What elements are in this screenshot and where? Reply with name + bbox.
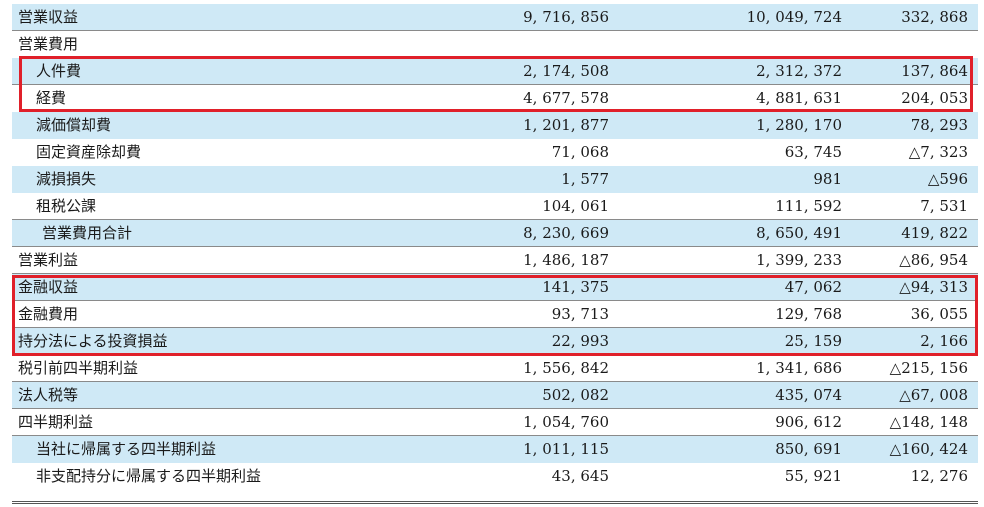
table-row: 固定資産除却費 71, 068 63, 745 △7, 323 [12, 139, 978, 166]
value-col1: 71, 068 [551, 143, 609, 161]
value-col3: △86, 954 [899, 251, 968, 269]
value-col2: 63, 745 [784, 143, 842, 161]
row-label: 減価償却費 [36, 116, 112, 134]
value-col3: 137, 864 [901, 62, 968, 80]
value-col1: 1, 556, 842 [523, 359, 609, 377]
value-col2: 8, 650, 491 [756, 224, 842, 242]
value-col3: 12, 276 [910, 467, 968, 485]
value-col2: 4, 881, 631 [756, 89, 842, 107]
table-row: 人件費 2, 174, 508 2, 312, 372 137, 864 [12, 58, 978, 85]
value-col1: 8, 230, 669 [523, 224, 609, 242]
table-row: 持分法による投資損益 22, 993 25, 159 2, 166 [12, 328, 978, 355]
value-col2: 435, 074 [775, 386, 842, 404]
value-col2: 2, 312, 372 [756, 62, 842, 80]
value-col1: 104, 061 [542, 197, 609, 215]
value-col1: 141, 375 [542, 278, 609, 296]
row-label: 税引前四半期利益 [18, 359, 139, 377]
value-col2: 850, 691 [775, 440, 842, 458]
value-col3: △215, 156 [889, 359, 968, 377]
value-col1: 2, 174, 508 [523, 62, 609, 80]
row-label: 金融費用 [18, 305, 79, 323]
value-col3: △596 [927, 170, 968, 188]
value-col1: 1, 486, 187 [523, 251, 609, 269]
value-col3: 332, 868 [901, 8, 968, 26]
row-label: 営業収益 [18, 8, 79, 26]
table-row: 減損損失 1, 577 981 △596 [12, 166, 978, 193]
table-row: 租税公課 104, 061 111, 592 7, 531 [12, 193, 978, 220]
table-row: 法人税等 502, 082 435, 074 △67, 008 [12, 382, 978, 409]
value-col2: 129, 768 [775, 305, 842, 323]
table-row: 営業利益 1, 486, 187 1, 399, 233 △86, 954 [12, 247, 978, 274]
value-col1: 22, 993 [551, 332, 609, 350]
row-label: 人件費 [36, 62, 82, 80]
table-row: 金融収益 141, 375 47, 062 △94, 313 [12, 274, 978, 301]
value-col3: △160, 424 [889, 440, 968, 458]
value-col3: △7, 323 [908, 143, 968, 161]
row-label: 経費 [36, 89, 67, 107]
value-col2: 1, 399, 233 [756, 251, 842, 269]
value-col2: 1, 280, 170 [756, 116, 842, 134]
value-col1: 9, 716, 856 [523, 8, 609, 26]
table-row: 営業費用合計 8, 230, 669 8, 650, 491 419, 822 [12, 220, 978, 247]
value-col2: 25, 159 [784, 332, 842, 350]
value-col2: 111, 592 [775, 197, 842, 215]
row-label: 当社に帰属する四半期利益 [36, 440, 217, 458]
value-col1: 93, 713 [551, 305, 609, 323]
income-statement-table: 営業収益 9, 716, 856 10, 049, 724 332, 868 営… [12, 4, 978, 490]
value-col2: 10, 049, 724 [746, 8, 842, 26]
value-col1: 1, 577 [561, 170, 609, 188]
value-col3: 7, 531 [920, 197, 968, 215]
value-col1: 4, 677, 578 [523, 89, 609, 107]
value-col2: 55, 921 [784, 467, 842, 485]
table-row: 営業収益 9, 716, 856 10, 049, 724 332, 868 [12, 4, 978, 31]
row-label: 営業費用合計 [42, 224, 133, 242]
value-col2: 981 [813, 170, 842, 188]
table-row: 金融費用 93, 713 129, 768 36, 055 [12, 301, 978, 328]
value-col2: 47, 062 [784, 278, 842, 296]
row-label: 法人税等 [18, 386, 79, 404]
value-col1: 1, 011, 115 [523, 440, 609, 458]
value-col3: △148, 148 [889, 413, 968, 431]
row-label: 営業費用 [18, 35, 79, 53]
row-label: 固定資産除却費 [36, 143, 142, 161]
value-col1: 1, 054, 760 [523, 413, 609, 431]
value-col3: 2, 166 [920, 332, 968, 350]
value-col3: 78, 293 [910, 116, 968, 134]
row-label: 持分法による投資損益 [18, 332, 168, 350]
row-label: 営業利益 [18, 251, 79, 269]
table-row: 減価償却費 1, 201, 877 1, 280, 170 78, 293 [12, 112, 978, 139]
value-col3: 36, 055 [910, 305, 968, 323]
row-label: 非支配持分に帰属する四半期利益 [36, 467, 262, 485]
table-row: 当社に帰属する四半期利益 1, 011, 115 850, 691 △160, … [12, 436, 978, 463]
value-col1: 1, 201, 877 [523, 116, 609, 134]
row-label: 四半期利益 [18, 413, 94, 431]
row-label: 金融収益 [18, 278, 79, 296]
value-col3: 204, 053 [901, 89, 968, 107]
value-col2: 906, 612 [775, 413, 842, 431]
table-row: 経費 4, 677, 578 4, 881, 631 204, 053 [12, 85, 978, 112]
table-bottom-double-rule [12, 501, 978, 504]
value-col3: △67, 008 [899, 386, 968, 404]
table-row: 営業費用 [12, 31, 978, 58]
table-row: 四半期利益 1, 054, 760 906, 612 △148, 148 [12, 409, 978, 436]
value-col3: △94, 313 [899, 278, 968, 296]
value-col3: 419, 822 [901, 224, 968, 242]
table-row: 税引前四半期利益 1, 556, 842 1, 341, 686 △215, 1… [12, 355, 978, 382]
row-label: 減損損失 [36, 170, 97, 188]
value-col1: 43, 645 [551, 467, 609, 485]
row-label: 租税公課 [36, 197, 97, 215]
value-col1: 502, 082 [542, 386, 609, 404]
value-col2: 1, 341, 686 [756, 359, 842, 377]
table-row: 非支配持分に帰属する四半期利益 43, 645 55, 921 12, 276 [12, 463, 978, 490]
